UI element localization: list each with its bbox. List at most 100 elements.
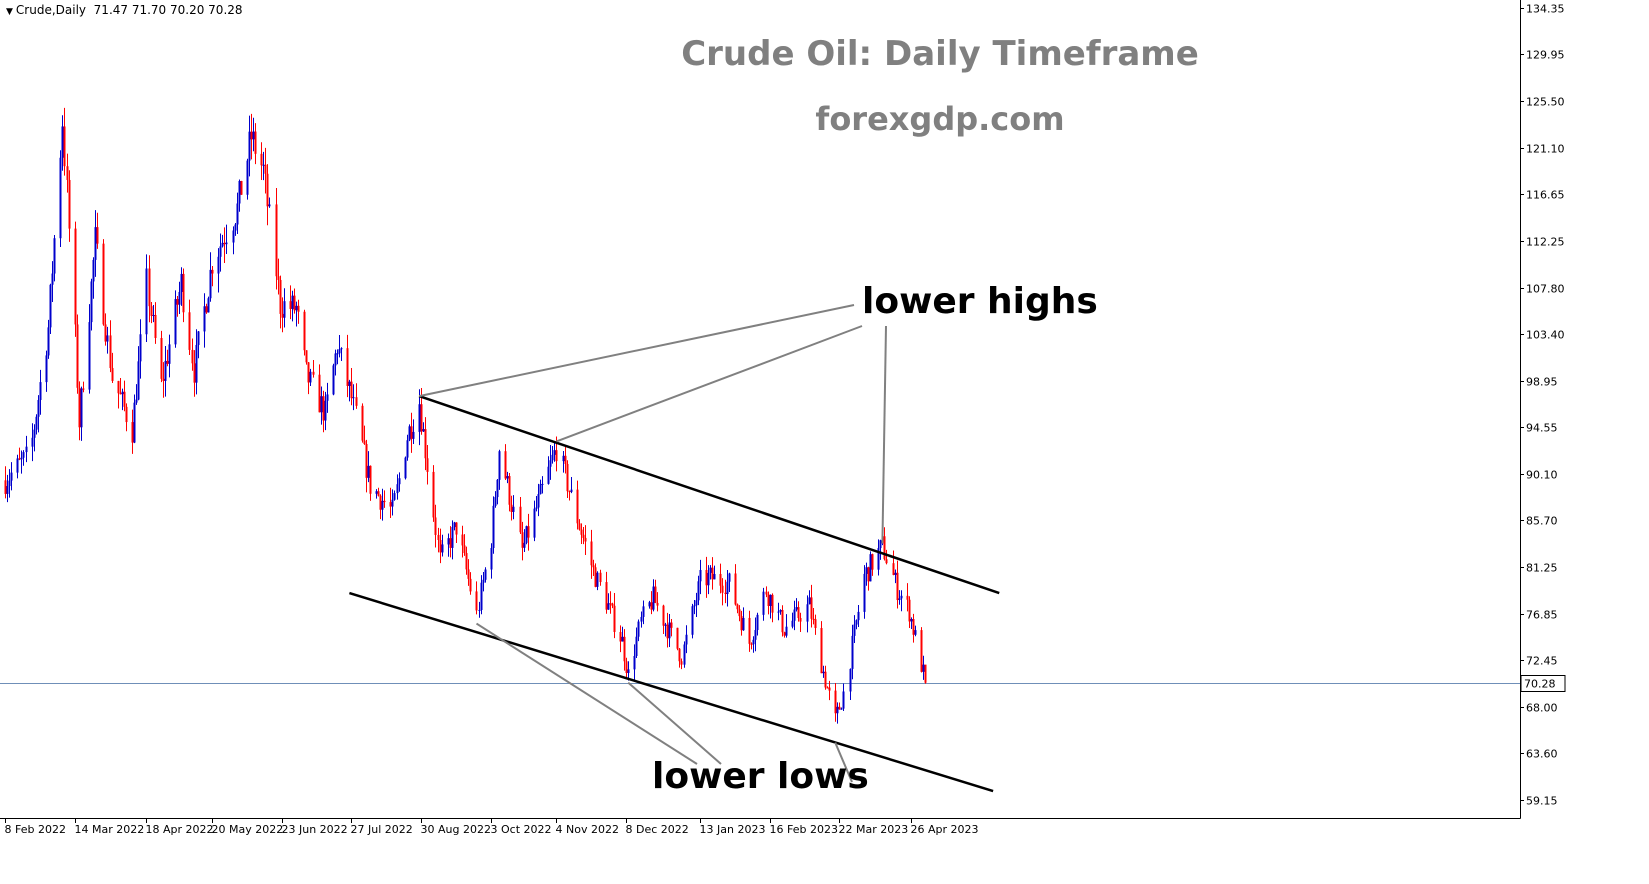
candle-body: [627, 669, 630, 673]
candle-body: [525, 526, 528, 543]
candle-body: [469, 578, 472, 592]
chart-title: Crude Oil: Daily Timeframe: [681, 34, 1199, 74]
candle-body: [533, 508, 536, 538]
candle-body: [303, 311, 306, 351]
candle-body: [527, 526, 530, 538]
candle-body: [432, 471, 435, 518]
candle-body: [578, 523, 581, 530]
candle-body: [217, 256, 220, 274]
candle-body: [619, 631, 622, 642]
candle-body: [293, 295, 296, 311]
candle-body: [90, 281, 93, 323]
candle-body: [182, 273, 185, 313]
candle-body: [568, 491, 571, 493]
chart-subtitle: forexgdp.com: [815, 100, 1065, 138]
triangle-down-icon[interactable]: ▼: [6, 7, 13, 17]
candle-body: [582, 534, 585, 538]
y-tick-label: 112.25: [1526, 236, 1565, 249]
candle-body: [900, 595, 903, 599]
candle-body: [135, 399, 138, 403]
candle-body: [191, 349, 194, 364]
candle-body: [906, 595, 909, 600]
candle-body: [592, 565, 595, 568]
candle-body: [150, 306, 153, 316]
candle-body: [724, 592, 727, 594]
candle-body: [838, 706, 841, 710]
candle-body: [139, 334, 142, 362]
candle-body: [334, 353, 337, 366]
candle-body: [254, 131, 257, 154]
candle-body: [728, 573, 731, 582]
candle-body: [695, 600, 698, 606]
candle-body: [584, 537, 587, 542]
candle-body: [564, 455, 567, 464]
candle-body: [68, 179, 71, 229]
candle-body: [277, 276, 280, 280]
candle-body: [322, 396, 325, 421]
candle-body: [197, 331, 200, 345]
candle-body: [145, 268, 148, 335]
candle-body: [762, 591, 765, 615]
candle-body: [596, 572, 599, 587]
candle-body: [765, 591, 768, 595]
candle-body: [566, 463, 569, 492]
symbol-label: Crude,Daily: [15, 3, 87, 17]
y-tick-label: 76.85: [1526, 609, 1558, 622]
candle-body: [22, 452, 25, 458]
candle-body: [102, 243, 105, 325]
candle-body: [767, 594, 770, 606]
candle-body: [664, 624, 667, 626]
candle-body: [824, 671, 827, 688]
x-tick-label: 16 Feb 2023: [770, 823, 838, 836]
candle-body: [408, 426, 411, 441]
candle-body: [281, 313, 284, 318]
candle-body: [160, 338, 163, 379]
x-tick-label: 3 Oct 2022: [491, 823, 552, 836]
candle-body: [555, 450, 558, 462]
candle-body: [865, 567, 868, 574]
candle-body: [736, 604, 739, 610]
candle-body: [721, 585, 724, 593]
x-tick-label: 4 Nov 2022: [556, 823, 619, 836]
candle-body: [475, 591, 478, 611]
candle-body: [203, 306, 206, 332]
candle-body: [396, 484, 399, 494]
candle-body: [680, 661, 683, 665]
candle-body: [640, 616, 643, 622]
y-tick-label: 72.45: [1526, 655, 1558, 668]
candle-body: [437, 534, 440, 540]
candle-body: [920, 630, 923, 672]
candle-body: [734, 573, 737, 605]
candle-body: [78, 387, 81, 428]
candle-body: [188, 312, 191, 350]
candle-body: [539, 484, 542, 495]
candle-body: [547, 466, 550, 484]
candle-body: [336, 353, 339, 355]
candle-body: [104, 324, 107, 342]
candle-body: [685, 634, 688, 645]
candle-body: [318, 374, 321, 413]
candle-body: [355, 397, 358, 406]
candle-body: [18, 458, 21, 460]
candle-body: [348, 381, 351, 386]
candle-body: [381, 500, 384, 510]
candle-body: [268, 204, 271, 207]
y-tick-label: 81.25: [1526, 562, 1558, 575]
candle-body: [806, 604, 809, 622]
candle-body: [131, 422, 134, 443]
candle-body: [367, 465, 370, 478]
candle-body: [635, 636, 638, 656]
candle-body: [754, 630, 757, 640]
candle-body: [607, 603, 610, 610]
candle-body: [305, 350, 308, 363]
candle-body: [820, 628, 823, 674]
candle-body: [451, 527, 454, 548]
lower-highs-connector: [556, 325, 863, 443]
x-tick-label: 8 Feb 2022: [5, 823, 66, 836]
candle-body: [398, 478, 401, 485]
candle-body: [623, 636, 626, 662]
candle-body: [877, 548, 880, 570]
candle-body: [777, 611, 780, 613]
